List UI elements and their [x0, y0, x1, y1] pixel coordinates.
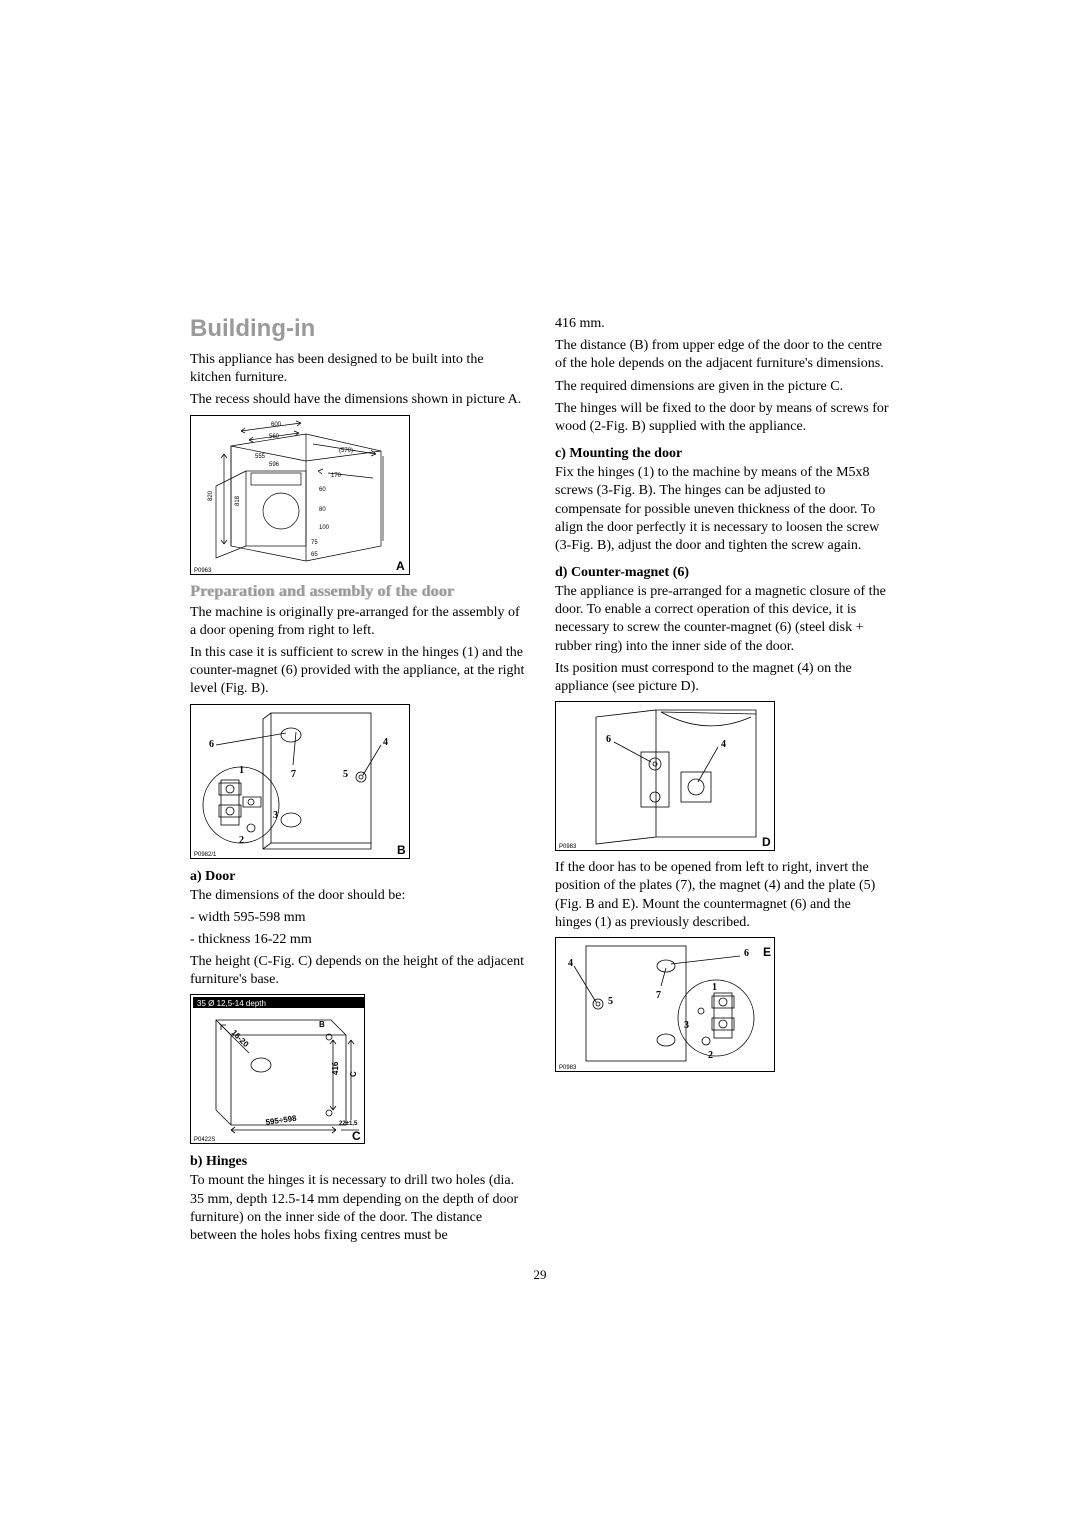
fig-b-n3: 3	[273, 810, 278, 821]
right-p1: 416 mm.	[555, 315, 890, 333]
fig-a-letter: A	[396, 559, 405, 573]
dim-65: 65	[311, 552, 318, 558]
dim-560: 560	[269, 434, 280, 440]
right-p4: The hinges will be fixed to the door by …	[555, 400, 890, 436]
door-p2: - width 595-598 mm	[190, 909, 525, 927]
mounting-label: c) Mounting the door	[555, 446, 890, 462]
fig-c-b: B	[319, 1020, 325, 1029]
fig-e-n3: 3	[684, 1020, 689, 1031]
mounting-p1: Fix the hinges (1) to the machine by mea…	[555, 464, 890, 555]
dim-818: 818	[235, 495, 241, 506]
fig-e-n1: 1	[712, 982, 717, 993]
hinges-label: b) Hinges	[190, 1154, 525, 1170]
prep-p2: In this case it is sufficient to screw i…	[190, 644, 525, 699]
fig-e-n4: 4	[568, 958, 573, 969]
fig-b-letter: B	[397, 843, 406, 857]
fig-c-caption: P0422S	[194, 1137, 215, 1143]
fig-e-n6: 6	[744, 948, 749, 959]
figure-c: 35 Ø 12,5-14 depth	[190, 994, 365, 1144]
figure-d: 6 4 P0983 D	[555, 701, 775, 851]
fig-c-416: 416	[331, 1062, 340, 1076]
page-content: Building-in This appliance has been desi…	[190, 315, 890, 1283]
right-p2: The distance (B) from upper edge of the …	[555, 337, 890, 373]
dim-555: 555	[255, 454, 266, 460]
door-label: a) Door	[190, 869, 525, 885]
fig-b-n7: 7	[291, 769, 296, 780]
dim-80: 80	[319, 507, 326, 513]
prep-heading: Preparation and assembly of the door	[190, 583, 525, 601]
fig-b-n5: 5	[343, 769, 348, 780]
dim-170: 170	[331, 473, 342, 479]
door-p3: - thickness 16-22 mm	[190, 931, 525, 949]
fig-d-n6: 6	[606, 734, 611, 745]
fig-c-header: 35 Ø 12,5-14 depth	[197, 999, 266, 1008]
right-column: 416 mm. The distance (B) from upper edge…	[555, 315, 890, 1249]
right-p3: The required dimensions are given in the…	[555, 378, 890, 396]
fig-d-caption: P0983	[559, 844, 577, 850]
fig-e-letter: E	[763, 945, 771, 959]
fig-d-letter: D	[762, 835, 771, 849]
counter-label: d) Counter-magnet (6)	[555, 565, 890, 581]
fig-c-22: 22±1,5	[339, 1121, 358, 1127]
fig-e-n7: 7	[656, 990, 661, 1001]
fig-b-n2: 2	[239, 835, 244, 846]
intro-paragraph-2: The recess should have the dimensions sh…	[190, 391, 525, 409]
counter-p1: The appliance is pre-arranged for a magn…	[555, 583, 890, 656]
dim-820: 820	[208, 490, 214, 501]
counter-p2: Its position must correspond to the magn…	[555, 660, 890, 696]
counter-p3: If the door has to be opened from left t…	[555, 859, 890, 932]
figure-e: 4 6 5 7 1 3 2 P0983 E	[555, 937, 775, 1072]
intro-paragraph-1: This appliance has been designed to be b…	[190, 351, 525, 387]
dim-596: 596	[269, 462, 280, 468]
fig-b-n4: 4	[383, 737, 388, 748]
door-p4: The height (C-Fig. C) depends on the hei…	[190, 953, 525, 989]
fig-e-n5: 5	[608, 996, 613, 1007]
section-heading: Building-in	[190, 315, 525, 343]
fig-c-letter: C	[352, 1129, 361, 1143]
fig-a-caption: P0963	[194, 568, 212, 574]
fig-e-caption: P0983	[559, 1065, 577, 1071]
dim-100: 100	[319, 525, 330, 531]
fig-b-n6: 6	[209, 739, 214, 750]
fig-b-n1: 1	[239, 765, 244, 776]
dim-75: 75	[311, 540, 318, 546]
fig-b-caption: P0982/1	[194, 852, 217, 858]
dim-600: 600	[271, 422, 282, 428]
left-column: Building-in This appliance has been desi…	[190, 315, 525, 1249]
prep-p1: The machine is originally pre-arranged f…	[190, 604, 525, 640]
fig-c-c: C	[349, 1071, 358, 1077]
hinges-p1: To mount the hinges it is necessary to d…	[190, 1172, 525, 1245]
page-number: 29	[190, 1267, 890, 1283]
dim-60: 60	[319, 487, 326, 493]
two-column-layout: Building-in This appliance has been desi…	[190, 315, 890, 1249]
fig-d-n4: 4	[721, 739, 726, 750]
fig-c-1620: 16-20	[230, 1028, 251, 1049]
fig-e-n2: 2	[708, 1050, 713, 1061]
figure-b: 6 7 5 4 1 3 2 P0982/1 B	[190, 704, 410, 859]
figure-a: 600 560 555 596 820 818 (570) 170 60 80 …	[190, 415, 410, 575]
dim-570: (570)	[339, 448, 353, 454]
door-p1: The dimensions of the door should be:	[190, 887, 525, 905]
